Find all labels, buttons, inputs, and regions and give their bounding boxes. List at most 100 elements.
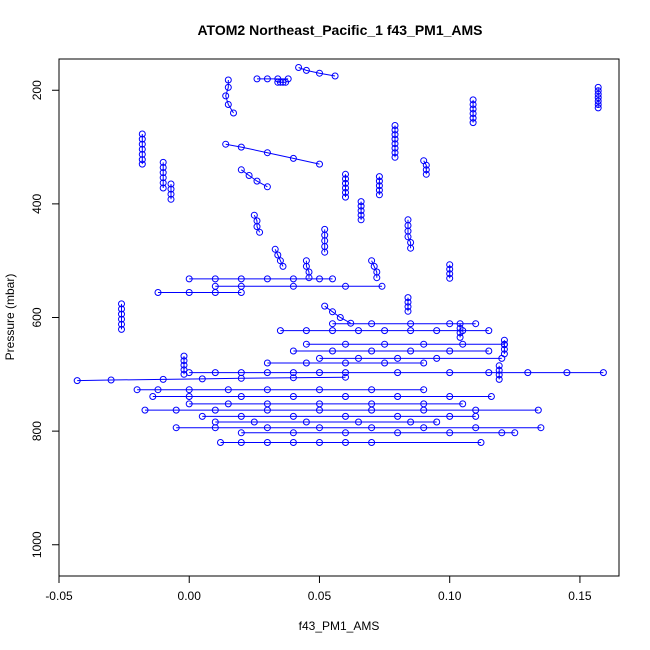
- series-43: [237, 166, 271, 191]
- data-point: [459, 327, 467, 335]
- series-21: [73, 373, 349, 385]
- data-point: [185, 386, 193, 394]
- data-point: [237, 393, 245, 400]
- data-point: [263, 439, 271, 446]
- data-point: [274, 75, 282, 83]
- data-point: [404, 233, 412, 241]
- data-point: [594, 83, 602, 91]
- data-point: [263, 275, 271, 283]
- data-point: [211, 424, 219, 432]
- data-point: [342, 282, 349, 290]
- data-point: [316, 400, 323, 408]
- data-point: [394, 412, 402, 420]
- data-point: [159, 375, 167, 383]
- data-point: [316, 160, 323, 168]
- data-point: [284, 75, 292, 83]
- data-point: [381, 327, 389, 335]
- data-point: [336, 314, 344, 321]
- data-point: [159, 164, 167, 171]
- data-point: [485, 369, 493, 377]
- data-point: [316, 369, 323, 377]
- series-11: [404, 216, 415, 252]
- y-tick-label: 800: [30, 421, 44, 441]
- data-point: [302, 327, 310, 335]
- data-point: [138, 145, 146, 153]
- data-point: [180, 366, 188, 374]
- data-point: [433, 418, 441, 426]
- data-point: [342, 175, 349, 183]
- data-point: [237, 412, 245, 420]
- data-point: [342, 439, 349, 446]
- y-tick-label: 600: [30, 307, 44, 327]
- data-point: [407, 418, 415, 426]
- data-point: [368, 439, 376, 446]
- data-point: [469, 110, 477, 117]
- data-point: [355, 418, 362, 426]
- series-14: [404, 294, 412, 315]
- series-23: [149, 393, 495, 400]
- data-point: [237, 374, 245, 382]
- data-point: [357, 198, 365, 206]
- data-point: [263, 369, 271, 377]
- data-point: [594, 87, 602, 95]
- series-38: [185, 275, 336, 283]
- series-37: [154, 289, 245, 296]
- data-point: [495, 371, 503, 379]
- data-point: [276, 257, 284, 265]
- data-point: [446, 412, 454, 420]
- data-point: [446, 320, 454, 328]
- data-point: [279, 262, 287, 270]
- series-6: [159, 158, 167, 192]
- data-point: [224, 101, 232, 108]
- data-point: [495, 362, 503, 370]
- data-point: [211, 275, 219, 283]
- series-27: [211, 418, 441, 426]
- data-point: [381, 359, 389, 367]
- data-point: [274, 251, 282, 259]
- data-point: [316, 439, 323, 446]
- data-point: [495, 366, 503, 374]
- data-point: [469, 119, 477, 127]
- data-point: [329, 275, 336, 283]
- data-point: [138, 160, 146, 168]
- data-point: [355, 327, 362, 335]
- data-point: [404, 303, 412, 311]
- series-22: [133, 386, 428, 394]
- data-point: [342, 179, 349, 187]
- data-point: [357, 207, 365, 215]
- data-point: [469, 105, 477, 113]
- data-point: [446, 347, 454, 355]
- data-point: [180, 357, 188, 365]
- data-point: [321, 248, 329, 256]
- data-point: [368, 386, 376, 394]
- data-point: [404, 294, 412, 302]
- series-8: [167, 180, 175, 203]
- data-point: [217, 439, 224, 446]
- data-point: [368, 320, 376, 328]
- data-point: [276, 327, 284, 335]
- data-point: [342, 429, 349, 437]
- data-point: [167, 180, 175, 188]
- data-point: [167, 190, 175, 198]
- data-point: [342, 369, 349, 377]
- data-point: [263, 400, 271, 408]
- data-point: [394, 393, 402, 400]
- x-axis: -0.05 0.00 0.05 0.10 0.15: [45, 575, 592, 603]
- series-40: [222, 140, 323, 168]
- data-point: [159, 184, 167, 192]
- data-point: [407, 244, 415, 252]
- data-point: [477, 439, 485, 446]
- series-30: [217, 439, 485, 446]
- data-point: [524, 369, 532, 377]
- data-point: [394, 369, 402, 377]
- data-point: [594, 101, 602, 108]
- data-point: [253, 75, 261, 83]
- data-point: [420, 400, 428, 408]
- data-point: [469, 101, 477, 108]
- data-point: [446, 261, 454, 269]
- data-point: [534, 406, 542, 414]
- series-line: [241, 169, 268, 188]
- data-point: [185, 275, 193, 283]
- data-point: [391, 131, 399, 139]
- data-point: [469, 96, 477, 104]
